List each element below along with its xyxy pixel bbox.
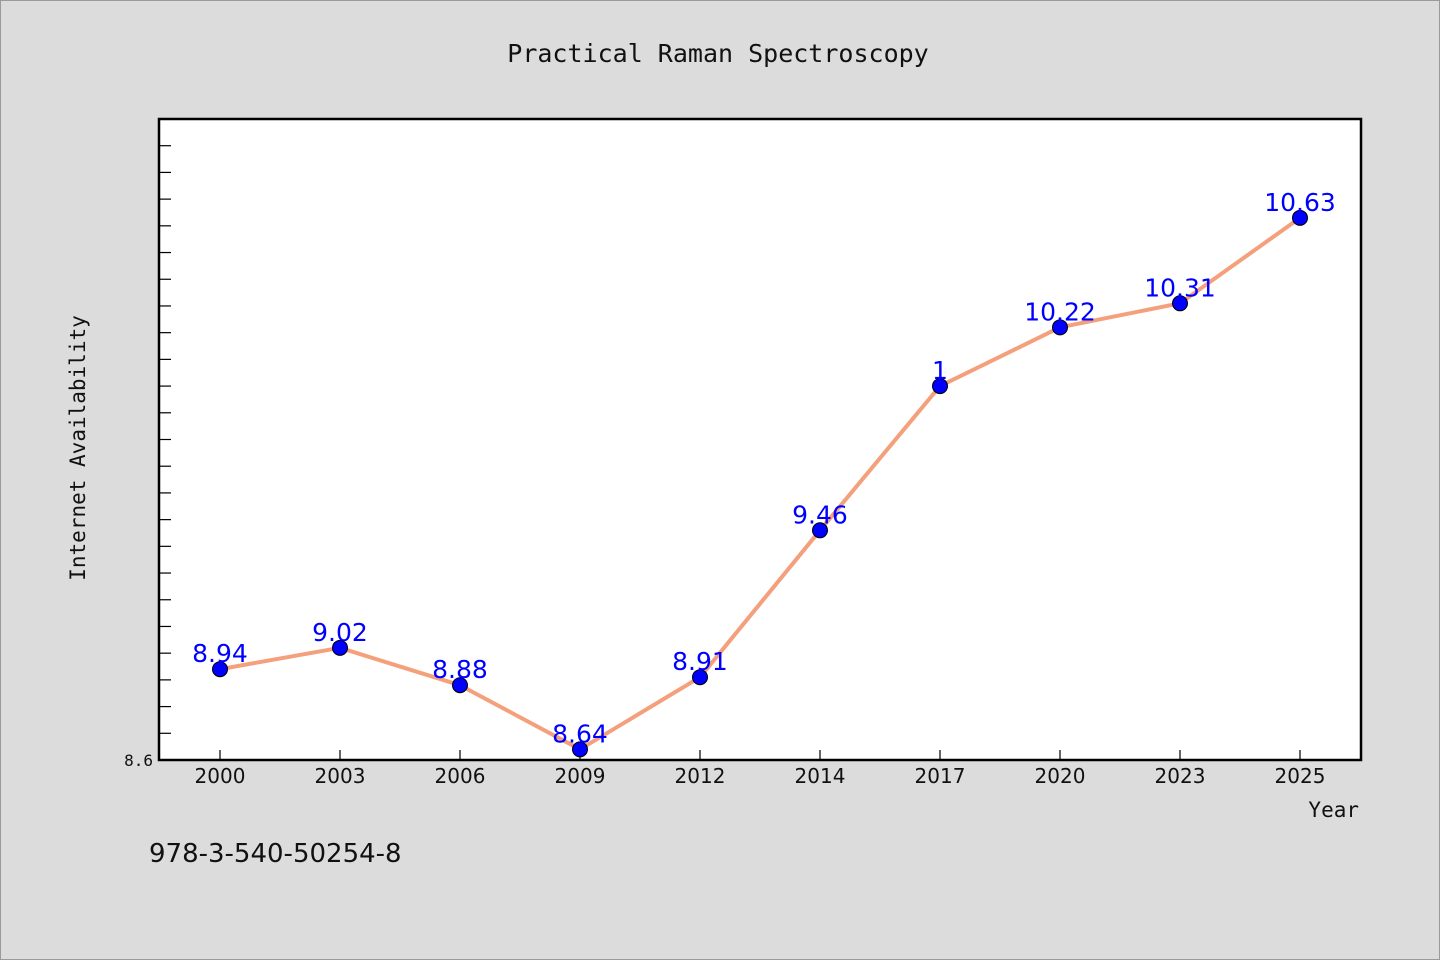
series-line-group bbox=[212, 209, 1308, 758]
data-label: 10.31 bbox=[1144, 273, 1216, 302]
data-label: 9.46 bbox=[792, 500, 848, 529]
x-axis-ticks: 2000 2003 2006 2009 2012 2014 2017 2020 2023 2025 bbox=[195, 750, 1326, 788]
data-label: 8.88 bbox=[432, 655, 488, 684]
x-tick-label: 2020 bbox=[1035, 764, 1086, 788]
y-tick-label: 8.6 bbox=[124, 751, 153, 770]
data-label: 10.22 bbox=[1024, 297, 1096, 326]
x-tick-label: 2003 bbox=[315, 764, 366, 788]
data-point bbox=[1172, 295, 1188, 312]
data-label: 10.63 bbox=[1264, 188, 1336, 217]
data-point bbox=[1292, 209, 1308, 226]
data-point bbox=[452, 677, 468, 694]
data-point bbox=[932, 378, 948, 395]
data-label: 8.94 bbox=[192, 639, 248, 668]
isbn-footer: 978-3-540-50254-8 bbox=[149, 839, 402, 869]
plot-area bbox=[157, 117, 1363, 762]
x-tick-label: 2017 bbox=[915, 764, 966, 788]
x-tick-label: 2009 bbox=[555, 764, 606, 788]
y-axis-label: Internet Availability bbox=[66, 315, 90, 581]
data-label: 8.91 bbox=[672, 647, 728, 676]
data-label: 8.64 bbox=[552, 719, 608, 748]
series-line bbox=[218, 215, 1302, 752]
x-tick-label: 2023 bbox=[1155, 764, 1206, 788]
x-tick-label: 2012 bbox=[675, 764, 726, 788]
y-axis-ticks: 8.6 bbox=[124, 145, 171, 770]
data-point bbox=[212, 661, 228, 678]
chart-title: Practical Raman Spectroscopy bbox=[507, 39, 928, 68]
data-point bbox=[1052, 319, 1068, 336]
x-axis-label: Year bbox=[1308, 798, 1359, 822]
data-labels-group: 8.94 9.02 8.88 8.64 8.91 9.46 1 10.22 10.31 10.63 bbox=[192, 188, 1336, 748]
data-point bbox=[572, 741, 588, 758]
x-tick-label: 2000 bbox=[195, 764, 246, 788]
x-tick-label: 2014 bbox=[795, 764, 846, 788]
data-label: 9.02 bbox=[312, 618, 368, 647]
x-tick-label: 2006 bbox=[435, 764, 486, 788]
x-tick-label: 2025 bbox=[1275, 764, 1326, 788]
data-point bbox=[332, 639, 348, 656]
data-point bbox=[812, 522, 828, 539]
data-point bbox=[692, 669, 708, 686]
data-label: 1 bbox=[932, 356, 948, 385]
